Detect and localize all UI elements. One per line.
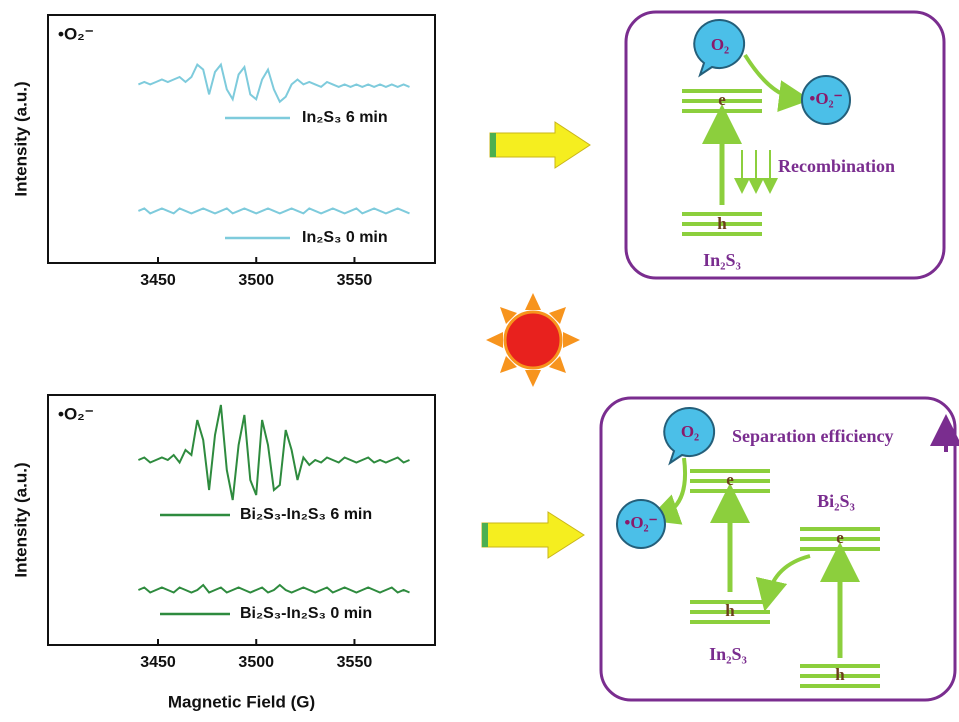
- label: e: [718, 90, 726, 109]
- data-line: [138, 405, 409, 500]
- plot-frame: [48, 15, 435, 263]
- label: O₂: [681, 422, 699, 441]
- figure: O₂ e •O₂⁻ Recombination h In₂S₃ O₂ Separ…: [0, 0, 959, 717]
- label: •O₂⁻: [809, 89, 842, 108]
- legend-label: In₂S₃ 6 min: [302, 109, 388, 126]
- label: e: [726, 470, 734, 489]
- legend-label: Bi₂S₃-In₂S₃ 6 min: [240, 506, 372, 523]
- y-axis-label: Intensity (a.u.): [11, 81, 30, 196]
- label: In₂S₃: [703, 250, 741, 270]
- data-line: [138, 585, 409, 593]
- label: In₂S₃: [709, 644, 747, 664]
- label: h: [725, 601, 735, 620]
- arrow: [482, 512, 584, 558]
- x-tick-label: 3550: [337, 272, 373, 289]
- label: O₂: [711, 35, 729, 54]
- annotation: •O₂⁻: [58, 24, 94, 43]
- label: h: [717, 214, 727, 233]
- y-axis-label: Intensity (a.u.): [11, 462, 30, 577]
- data-line: [138, 65, 409, 102]
- mechanism-diagram: O₂ Separation efficiency e •O₂⁻ Bi₂S₃ e …: [601, 398, 955, 700]
- x-tick-label: 3550: [337, 654, 373, 671]
- x-axis-label: Magnetic Field (G): [168, 692, 315, 711]
- x-tick-label: 3500: [238, 272, 274, 289]
- x-tick-label: 3450: [140, 654, 176, 671]
- data-line: [138, 208, 409, 213]
- sun: [486, 293, 580, 387]
- x-tick-label: 3500: [238, 654, 274, 671]
- legend-label: In₂S₃ 0 min: [302, 229, 388, 246]
- label: Separation efficiency: [732, 426, 893, 446]
- label: h: [835, 665, 845, 684]
- label: Bi₂S₃: [817, 491, 855, 511]
- arrow: [490, 122, 590, 168]
- label: Recombination: [778, 156, 895, 176]
- x-tick-label: 3450: [140, 272, 176, 289]
- label: •O₂⁻: [624, 513, 657, 532]
- legend-label: Bi₂S₃-In₂S₃ 0 min: [240, 605, 372, 622]
- annotation: •O₂⁻: [58, 404, 94, 423]
- mechanism-diagram: O₂ e •O₂⁻ Recombination h In₂S₃: [626, 12, 944, 278]
- label: e: [836, 528, 844, 547]
